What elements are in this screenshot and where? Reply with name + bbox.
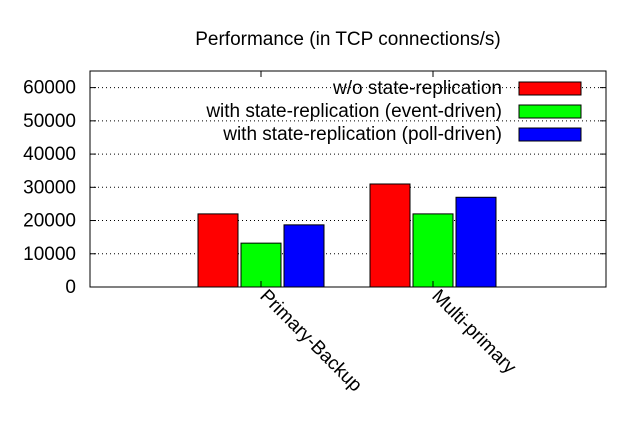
chart-title: Performance (in TCP connections/s) — [195, 29, 501, 50]
bar-2-multi-primary — [412, 213, 454, 288]
bar-1-multi-primary — [369, 183, 411, 288]
plot-frame — [89, 70, 607, 288]
bar-3-multi-primary — [455, 196, 497, 288]
x-tick-label: Multi-primary — [427, 286, 520, 379]
y-tick-label: 50000 — [23, 111, 76, 132]
y-tick-label: 40000 — [23, 144, 76, 165]
y-tick-label: 20000 — [23, 211, 76, 232]
legend-swatch — [518, 81, 582, 96]
bar-2-primary-backup — [240, 242, 282, 288]
x-tick-label: Primary-Backup — [255, 286, 365, 396]
y-axis: 0 10000 20000 30000 40000 50000 60000 — [23, 78, 606, 298]
y-tick-label: 0 — [65, 277, 76, 298]
bar-1-primary-backup — [197, 213, 239, 288]
legend-swatch — [518, 104, 582, 119]
y-tick-label: 60000 — [23, 78, 76, 99]
y-tick-label: 30000 — [23, 177, 76, 198]
legend-label: with state-replication (event-driven) — [205, 101, 502, 122]
bar-3-primary-backup — [283, 224, 325, 288]
legend-label: with state-replication (poll-driven) — [222, 124, 502, 145]
bars — [197, 183, 497, 288]
legend-label: w/o state-replication — [332, 78, 502, 99]
legend-swatch — [518, 127, 582, 142]
y-tick-label: 10000 — [23, 244, 76, 265]
